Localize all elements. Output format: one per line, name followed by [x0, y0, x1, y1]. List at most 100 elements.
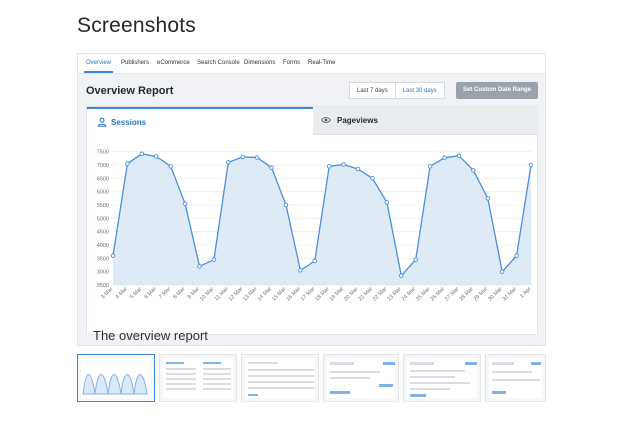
user-icon — [97, 117, 107, 127]
x-tick-label: 23 Mar — [386, 286, 402, 302]
data-point — [125, 161, 130, 166]
data-point — [528, 162, 534, 168]
y-tick-label: 4500 — [97, 230, 109, 236]
x-tick-label: 31 Mar — [502, 286, 518, 302]
chart-tab-pageviews-label: Pageviews — [337, 116, 378, 125]
data-point — [413, 257, 418, 262]
chart-panel: Sessions Pageviews 2500 3000 3500 4000 4500 5… — [86, 106, 538, 335]
tab-search-console[interactable]: Search Console — [197, 60, 240, 66]
x-tick-label: 20 Mar — [343, 286, 359, 302]
x-tick-label: 7 Mar — [158, 286, 172, 300]
last-7-days-button[interactable]: Last 7 days — [357, 88, 388, 94]
data-point — [326, 164, 332, 169]
data-point — [182, 201, 188, 206]
thumbnail-settings-2[interactable] — [403, 354, 481, 402]
data-point — [269, 165, 274, 170]
sessions-area — [113, 153, 531, 285]
x-tick-label: 15 Mar — [271, 286, 287, 302]
x-tick-label: 22 Mar — [372, 286, 388, 302]
x-tick-label: 14 Mar — [257, 286, 273, 302]
report-title: Overview Report — [86, 85, 174, 97]
tab-overview[interactable]: Overview — [83, 60, 114, 73]
x-tick-label: 27 Mar — [444, 286, 460, 302]
x-tick-label: 21 Mar — [358, 286, 374, 302]
chart-tab-pageviews[interactable]: Pageviews — [313, 107, 538, 135]
y-tick-label: 5000 — [97, 216, 109, 222]
data-point — [485, 196, 491, 201]
y-tick-label: 3000 — [97, 270, 109, 276]
y-tick-label: 3500 — [97, 256, 109, 262]
data-point — [341, 162, 346, 167]
chart-tab-sessions[interactable]: Sessions — [87, 107, 313, 135]
tab-publishers[interactable]: Publishers — [121, 60, 150, 66]
tab-real-time[interactable]: Real-Time — [308, 60, 336, 66]
x-tick-label: 5 Mar — [129, 286, 143, 300]
data-point — [254, 155, 260, 160]
x-tick-label: 8 Mar — [172, 286, 186, 300]
data-point — [370, 176, 375, 181]
screenshot-main[interactable]: Overview Publishers eCommerce Search Con… — [77, 53, 546, 346]
page-heading: Screenshots — [77, 14, 196, 37]
y-tick-label: 6500 — [97, 176, 109, 182]
y-tick-label: 7500 — [97, 150, 109, 156]
sessions-chart: 2500 3000 3500 4000 4500 5000 5500 6000 6500 7000… — [97, 150, 534, 303]
data-point — [197, 264, 202, 269]
data-point — [283, 202, 289, 208]
data-point — [168, 164, 173, 169]
data-point — [211, 257, 217, 262]
x-tick-label: 4 Mar — [115, 286, 129, 300]
thumbnail-strip — [77, 354, 546, 402]
x-tick-label: 16 Mar — [285, 286, 301, 302]
custom-date-range-button[interactable]: Set Custom Date Range — [456, 82, 538, 99]
y-tick-label: 2500 — [97, 283, 109, 289]
data-point — [471, 168, 476, 173]
x-tick-label: 24 Mar — [401, 286, 417, 302]
x-tick-label: 11 Mar — [214, 286, 230, 302]
eye-icon — [321, 117, 331, 123]
data-point — [427, 164, 433, 169]
x-tick-label: 17 Mar — [300, 286, 316, 302]
thumbnail-settings-1[interactable] — [323, 354, 399, 402]
thumbnail-publishers[interactable] — [159, 354, 237, 402]
data-point — [298, 268, 303, 273]
data-point — [442, 155, 447, 161]
data-point — [153, 154, 159, 159]
x-tick-label: 19 Mar — [329, 286, 345, 302]
y-tick-label: 5500 — [97, 203, 109, 209]
y-tick-label: 4000 — [97, 243, 109, 249]
date-range-group: Last 7 days Last 30 days — [349, 82, 445, 99]
y-tick-label: 6000 — [97, 190, 109, 196]
y-tick-label: 7000 — [97, 163, 109, 169]
data-point — [312, 258, 318, 264]
data-point — [240, 154, 245, 160]
data-point — [139, 151, 145, 157]
x-tick-label: 18 Mar — [314, 286, 330, 302]
data-point — [499, 269, 505, 274]
x-tick-label: 13 Mar — [242, 286, 258, 302]
thumbnail-overview[interactable] — [77, 354, 155, 402]
data-point — [514, 253, 519, 258]
tab-dimensions[interactable]: Dimensions — [244, 60, 276, 66]
tab-forms[interactable]: Forms — [283, 60, 300, 66]
x-tick-label: 30 Mar — [487, 286, 503, 302]
x-tick-label: 25 Mar — [415, 286, 431, 302]
x-tick-label: 1 Apr — [519, 286, 532, 299]
data-point — [456, 153, 462, 158]
data-point — [226, 160, 231, 165]
x-tick-label: 26 Mar — [430, 286, 446, 302]
data-point — [399, 273, 404, 278]
x-tick-label: 10 Mar — [199, 286, 215, 302]
data-point — [384, 200, 390, 205]
x-tick-label: 12 Mar — [228, 286, 244, 302]
report-navbar: Overview Publishers eCommerce Search Con… — [78, 54, 545, 74]
tab-ecommerce[interactable]: eCommerce — [157, 60, 190, 66]
last-30-days-button[interactable]: Last 30 days — [394, 83, 444, 98]
data-point — [110, 253, 116, 258]
x-tick-label: 28 Mar — [458, 286, 474, 302]
x-tick-label: 29 Mar — [473, 286, 489, 302]
sessions-line — [112, 153, 532, 277]
x-tick-label: 6 Mar — [143, 286, 157, 300]
chart-tab-sessions-label: Sessions — [111, 118, 147, 127]
thumbnail-settings-3[interactable] — [485, 354, 546, 402]
thumbnail-pages[interactable] — [241, 354, 319, 402]
